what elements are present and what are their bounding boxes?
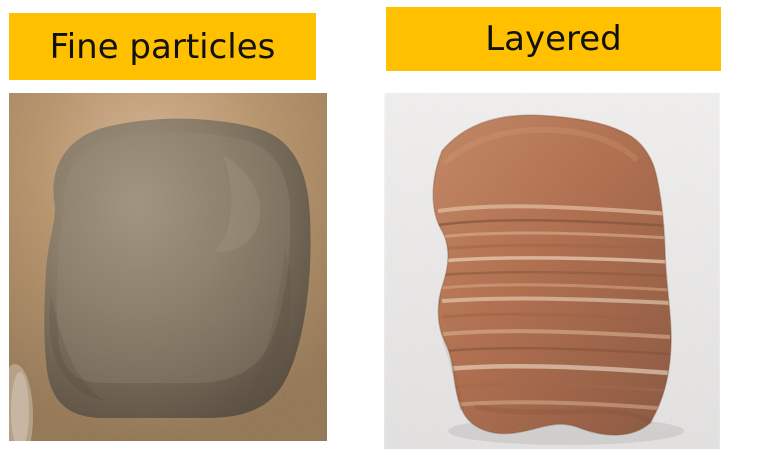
fine-particles-label: Fine particles [9,13,316,80]
fine-grained-rock-photo [9,93,327,441]
layered-label: Layered [386,7,721,71]
fine-grained-rock-icon [9,93,327,441]
layered-rock-photo [384,93,720,449]
layered-rock-icon [384,93,720,449]
